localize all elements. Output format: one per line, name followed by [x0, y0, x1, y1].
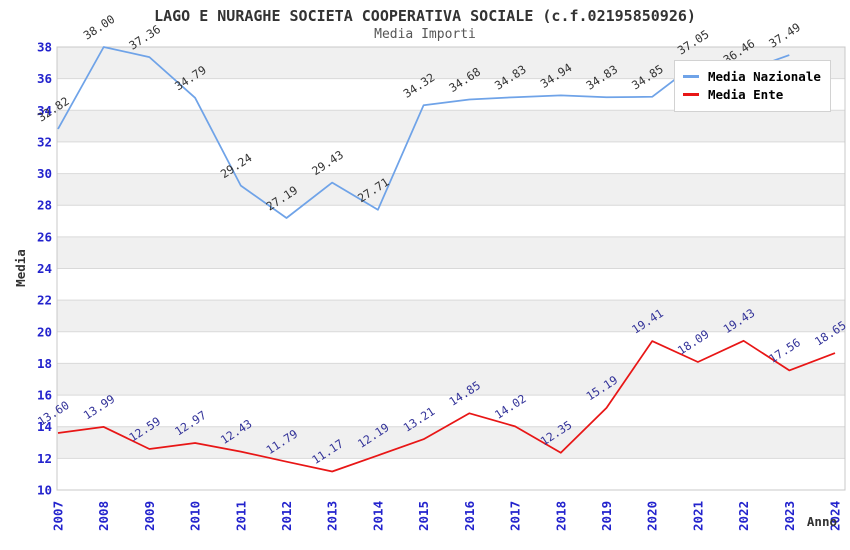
x-tick-label: 2009: [142, 501, 157, 531]
x-tick-label: 2020: [645, 501, 660, 531]
background-stripe: [57, 173, 845, 206]
y-tick-label: 12: [37, 451, 52, 466]
background-stripe: [57, 236, 845, 269]
x-tick-label: 2019: [599, 501, 614, 531]
y-tick-label: 24: [37, 261, 52, 276]
media-ente-line-swatch-icon: [683, 93, 699, 96]
value-label: 37.49: [766, 20, 803, 51]
background-stripe: [57, 363, 845, 396]
media-nazionale-line-swatch-icon: [683, 75, 699, 78]
x-tick-label: 2022: [736, 501, 751, 531]
x-tick-label: 2013: [325, 501, 340, 531]
y-axis-title: Media: [13, 249, 28, 287]
x-tick-label: 2010: [188, 501, 203, 531]
value-label: 38.00: [81, 12, 118, 43]
y-tick-label: 20: [37, 324, 52, 339]
legend-label-media-nazionale: Media Nazionale: [708, 69, 821, 84]
background-stripe: [57, 300, 845, 332]
x-axis-title: Anno: [806, 514, 837, 529]
x-tick-label: 2011: [233, 501, 248, 531]
x-tick-label: 2008: [96, 501, 111, 531]
chart-title: LAGO E NURAGHE SOCIETA COOPERATIVA SOCIA…: [154, 7, 696, 25]
y-tick-label: 14: [37, 419, 52, 434]
y-tick-label: 38: [37, 40, 52, 55]
legend-label-media-ente: Media Ente: [708, 87, 784, 102]
x-tick-label: 2023: [782, 501, 797, 531]
x-tick-label: 2021: [690, 501, 705, 531]
y-tick-label: 22: [37, 293, 52, 308]
x-tick-label: 2007: [51, 501, 66, 531]
background-stripe: [57, 426, 845, 459]
x-tick-label: 2014: [370, 501, 385, 531]
x-tick-label: 2016: [462, 501, 477, 531]
x-tick-label: 2017: [508, 501, 523, 531]
legend-box: Media Nazionale Media Ente: [674, 60, 831, 112]
x-tick-label: 2012: [279, 501, 294, 531]
y-tick-label: 28: [37, 198, 52, 213]
y-tick-label: 34: [37, 103, 52, 118]
x-tick-label: 2015: [416, 501, 431, 531]
chart-subtitle: Media Importi: [374, 27, 476, 42]
y-tick-label: 32: [37, 134, 52, 149]
x-tick-label: 2018: [553, 501, 568, 531]
media-ente-line: [57, 339, 836, 473]
plot-border: [56, 46, 846, 491]
y-tick-label: 36: [37, 71, 52, 86]
y-tick-label: 16: [37, 388, 52, 403]
background-stripe: [57, 110, 845, 142]
y-tick-label: 26: [37, 229, 52, 244]
legend-item-media-ente: Media Ente: [683, 87, 821, 102]
y-tick-label: 18: [37, 356, 52, 371]
y-tick-label: 30: [37, 166, 52, 181]
legend-item-media-nazionale: Media Nazionale: [683, 69, 821, 84]
x-tick-label: 2024: [828, 501, 843, 531]
media-nazionale-line: [57, 46, 790, 219]
y-tick-label: 10: [37, 483, 52, 498]
